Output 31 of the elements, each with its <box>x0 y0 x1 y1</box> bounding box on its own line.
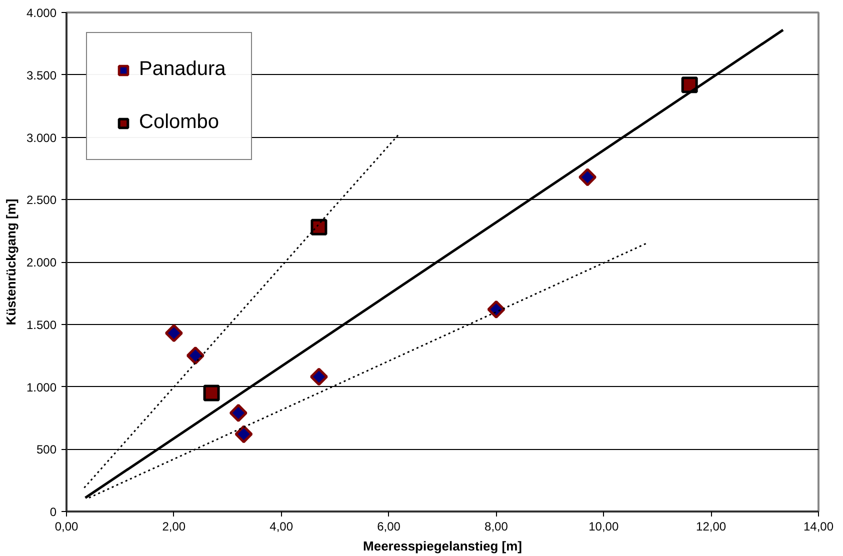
y-tick-label: 4.000 <box>26 6 57 20</box>
x-tick-label: 6,00 <box>377 520 401 534</box>
y-tick-label: 2.500 <box>26 193 57 208</box>
legend-label: Colombo <box>139 111 220 134</box>
y-axis-title: Küstenrückgang [m] <box>3 198 18 326</box>
point <box>186 346 204 365</box>
point <box>229 404 248 422</box>
x-axis-title: Meeresspiegelanstieg [m] <box>363 538 522 554</box>
y-tick-label: 1.000 <box>26 380 57 394</box>
point <box>310 368 328 386</box>
point <box>203 384 220 402</box>
y-tick-label: 0 <box>50 505 57 519</box>
y-tick-label: 3.500 <box>26 68 57 82</box>
x-tick-label: 8,00 <box>484 520 508 534</box>
y-tick-label: 2.000 <box>26 256 57 270</box>
y-tick-label: 1.500 <box>26 318 57 332</box>
x-tick-label: 12,00 <box>696 520 726 534</box>
x-tick-label: 2,00 <box>162 520 186 534</box>
point <box>681 76 698 94</box>
legend-label: Panadura <box>139 58 226 81</box>
x-tick-label: 0,00 <box>54 520 79 534</box>
x-tick-label: 14,00 <box>803 520 834 534</box>
point <box>310 218 328 236</box>
y-tick-label: 3.000 <box>26 130 57 145</box>
point <box>164 324 183 342</box>
x-tick-label: 10,00 <box>588 520 619 534</box>
y-tick-label: 500 <box>36 442 57 457</box>
x-tick-label: 4,00 <box>270 520 294 534</box>
point <box>578 168 597 186</box>
point <box>234 425 253 444</box>
point <box>487 300 506 318</box>
